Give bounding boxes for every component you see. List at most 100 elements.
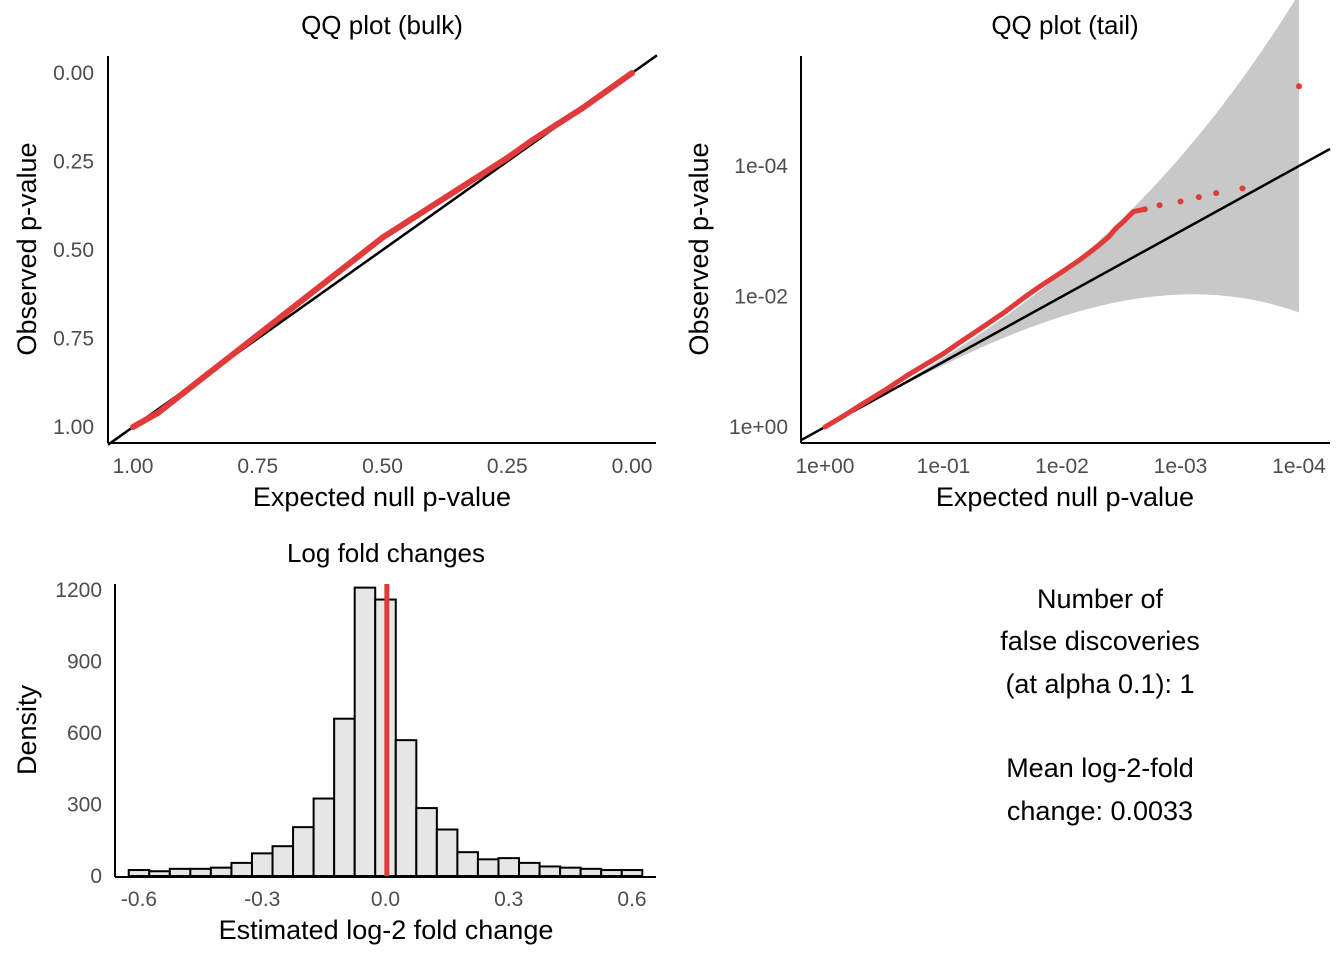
lfc-bar: [209, 866, 233, 877]
lfc-bar: [538, 865, 562, 878]
qq-bulk-point: [304, 273, 336, 300]
qq-tail-point: [1038, 269, 1065, 289]
qq-tail-point: [1296, 83, 1302, 90]
lfc-x-tick-label: 0.6: [617, 888, 646, 911]
qq-tail-y-tick-label: 1e+00: [729, 416, 788, 439]
qq-bulk-point: [379, 218, 411, 241]
lfc-bar: [518, 861, 541, 877]
qq-tail-y-axis-title: Observed p-value: [684, 142, 714, 355]
qq-bulk-point: [604, 70, 635, 94]
qq-bulk-point: [579, 87, 611, 112]
qq-tail-x-ticks: 1e+00 1e-01 1e-02 1e-03 1e-04: [796, 455, 1327, 478]
qq-bulk-x-ticks: 1.00 0.75 0.50 0.25 0.00: [113, 455, 653, 478]
qq-bulk-y-tick-label: 0.00: [53, 62, 94, 85]
lfc-y-axis-title: Density: [12, 684, 42, 775]
qq-bulk-point: [329, 254, 361, 280]
lfc-bar: [168, 867, 192, 877]
qq-tail-point: [1059, 256, 1083, 275]
qq-tail-point: [840, 402, 864, 419]
lfc-bar: [230, 861, 253, 877]
qq-tail-point: [858, 386, 890, 408]
qq-bulk-point: [554, 105, 586, 128]
lfc-bar: [353, 586, 377, 877]
summary-line: false discoveries: [1000, 626, 1200, 656]
qq-tail-point: [884, 372, 911, 392]
qq-bulk-y-tick-label: 0.25: [53, 151, 94, 174]
qq-bulk-x-tick-label: 1.00: [113, 455, 154, 478]
qq-tail-point: [1156, 202, 1163, 209]
lfc-y-ticks: 0 300 600 900 1200: [55, 579, 102, 888]
qq-tail-point: [1002, 293, 1029, 315]
lfc-y-tick-label: 1200: [55, 579, 102, 602]
qq-bulk-y-tick-label: 0.50: [53, 239, 94, 262]
qq-bulk-point: [154, 390, 186, 416]
qq-tail-y-ticks: 1e+00 1e-02 1e-04: [729, 155, 788, 439]
panel-lfc-histogram: Log fold changes -0.6 -0.3 0.0 0.3 0.6 0…: [12, 538, 656, 945]
lfc-bar: [415, 807, 438, 878]
panel-qq-tail: QQ plot (tail) 1e+00 1e-01 1e-02 1e-03 1…: [684, 0, 1331, 512]
qq-bulk-point: [479, 154, 511, 177]
qq-tail-x-tick-label: 1e+00: [796, 455, 855, 478]
qq-bulk-point: [529, 121, 561, 144]
lfc-bar: [497, 857, 521, 877]
qq-bulk-x-axis-title: Expected null p-value: [253, 482, 511, 512]
qq-bulk-y-ticks: 0.00 0.25 0.50 0.75 1.00: [53, 62, 94, 439]
qq-bulk-title: QQ plot (bulk): [301, 10, 463, 40]
summary-panel: Number of false discoveries (at alpha 0.…: [1000, 584, 1200, 826]
qq-tail-x-tick-label: 1e-04: [1272, 455, 1326, 478]
lfc-bar: [435, 828, 459, 878]
qq-tail-y-tick-label: 1e-02: [734, 286, 788, 309]
qq-tail-title: QQ plot (tail): [991, 10, 1138, 40]
qq-tail-point: [976, 309, 1008, 332]
lfc-bar: [456, 851, 479, 878]
lfc-bar: [559, 866, 582, 877]
lfc-bar: [620, 869, 644, 878]
qq-tail-point: [1213, 190, 1220, 197]
summary-line: (at alpha 0.1): 1: [1005, 669, 1194, 699]
qq-bulk-point: [404, 202, 436, 225]
qq-bulk-points: [130, 70, 635, 430]
lfc-bar: [189, 867, 212, 877]
lfc-x-tick-label: -0.6: [121, 888, 157, 911]
summary-line: Number of: [1037, 584, 1164, 614]
qq-tail-point: [1195, 194, 1202, 201]
lfc-bar: [312, 797, 336, 878]
qq-tail-point: [959, 326, 982, 344]
qq-bulk-point: [179, 370, 211, 397]
lfc-bar: [476, 858, 500, 877]
lfc-x-ticks: -0.6 -0.3 0.0 0.3 0.6: [121, 888, 647, 911]
lfc-x-tick-label: -0.3: [244, 888, 280, 911]
lfc-x-axis-title: Estimated log-2 fold change: [219, 915, 554, 945]
qq-bulk-y-axis-title: Observed p-value: [12, 142, 42, 355]
qq-tail-point: [1023, 283, 1044, 299]
lfc-x-tick-label: 0.3: [494, 888, 523, 911]
qq-bulk-point: [454, 170, 486, 193]
lfc-y-tick-label: 600: [67, 722, 102, 745]
qq-bulk-point: [130, 409, 161, 430]
qq-bulk-point: [429, 186, 461, 209]
summary-line: change: 0.0033: [1007, 796, 1193, 826]
qq-bulk-y-tick-label: 1.00: [53, 416, 94, 439]
qq-tail-point: [941, 338, 965, 357]
qq-bulk-x-tick-label: 0.50: [362, 455, 403, 478]
qq-bulk-x-tick-label: 0.00: [612, 455, 653, 478]
lfc-bar: [579, 867, 603, 877]
lfc-bar: [271, 845, 295, 877]
lfc-y-tick-label: 300: [67, 794, 102, 817]
qq-bulk-y-tick-label: 0.75: [53, 328, 94, 351]
qq-bulk-x-tick-label: 0.25: [487, 455, 528, 478]
qq-tail-y-tick-label: 1e-04: [734, 155, 788, 178]
qq-tail-point: [905, 351, 946, 378]
summary-line: Mean log-2-fold: [1006, 753, 1194, 783]
qq-bulk-x-tick-label: 0.75: [237, 455, 278, 478]
lfc-bar: [148, 870, 171, 878]
lfc-bar: [127, 869, 151, 878]
qq-tail-point: [1141, 206, 1148, 213]
qq-bulk-point: [229, 331, 261, 358]
qq-tail-points: [822, 83, 1302, 430]
qq-tail-point: [822, 413, 846, 430]
qq-bulk-point: [504, 137, 536, 161]
qq-bulk-point: [254, 312, 286, 338]
qq-tail-x-tick-label: 1e-02: [1035, 455, 1089, 478]
qq-tail-x-tick-label: 1e-01: [917, 455, 971, 478]
